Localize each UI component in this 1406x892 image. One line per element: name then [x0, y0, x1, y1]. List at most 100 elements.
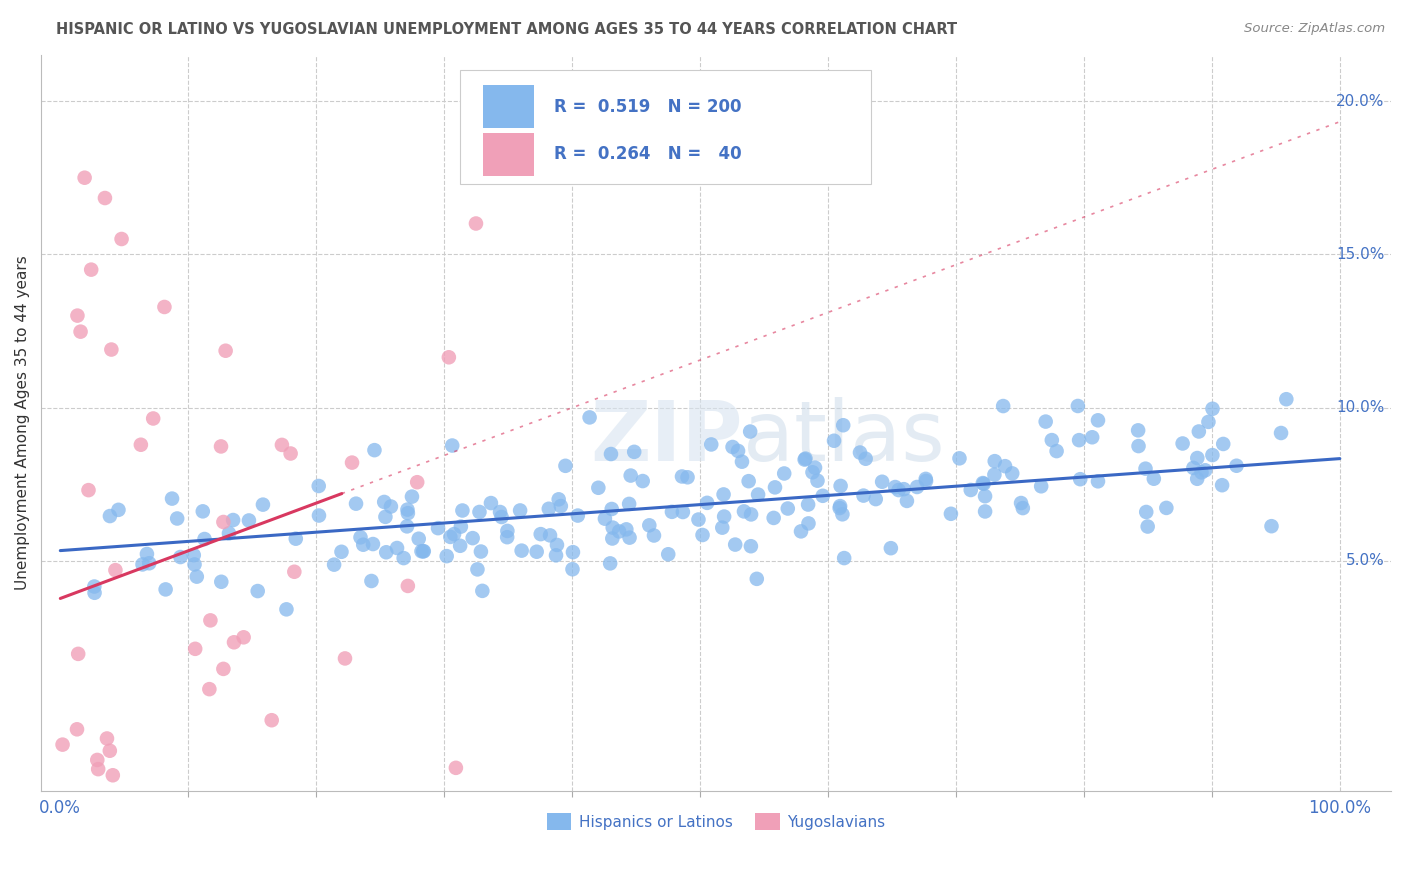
Point — [212, 515, 235, 529]
Point — [994, 459, 1017, 474]
Point — [1040, 433, 1063, 447]
Point — [396, 506, 419, 520]
Point — [344, 497, 367, 511]
Point — [77, 483, 100, 497]
Point — [773, 467, 796, 481]
Point — [396, 502, 419, 516]
Point — [688, 512, 710, 526]
Point — [412, 544, 434, 558]
Point — [905, 480, 928, 494]
Point — [914, 472, 936, 486]
Point — [1197, 415, 1219, 429]
Point — [437, 351, 460, 365]
Point — [209, 439, 232, 453]
Point — [246, 584, 269, 599]
Y-axis label: Unemployment Among Ages 35 to 44 years: Unemployment Among Ages 35 to 44 years — [15, 255, 30, 591]
Point — [51, 738, 73, 752]
Text: 10.0%: 10.0% — [1336, 400, 1385, 415]
Point — [828, 501, 851, 516]
Point — [222, 513, 245, 527]
Point — [983, 454, 1005, 468]
Point — [1185, 472, 1208, 486]
Point — [373, 495, 395, 509]
Point — [131, 558, 153, 572]
FancyBboxPatch shape — [482, 133, 534, 176]
Point — [87, 762, 110, 776]
Point — [510, 543, 533, 558]
Point — [98, 744, 121, 758]
Point — [1275, 392, 1298, 407]
Point — [973, 476, 995, 491]
Point — [776, 501, 799, 516]
Point — [101, 768, 124, 782]
Point — [155, 582, 177, 597]
Point — [340, 456, 363, 470]
Text: Source: ZipAtlas.com: Source: ZipAtlas.com — [1244, 22, 1385, 36]
Point — [363, 443, 385, 458]
Point — [793, 452, 815, 467]
Point — [1126, 423, 1149, 437]
Point — [69, 325, 91, 339]
Point — [721, 440, 744, 454]
Point — [599, 557, 621, 571]
Point — [1194, 463, 1216, 477]
Point — [801, 465, 824, 479]
Text: R =  0.264   N =   40: R = 0.264 N = 40 — [554, 145, 742, 163]
Point — [1087, 413, 1109, 427]
Point — [411, 544, 433, 558]
Point — [183, 548, 205, 562]
Point — [184, 641, 207, 656]
Point — [852, 489, 875, 503]
Point — [375, 545, 398, 559]
Point — [588, 481, 610, 495]
Point — [884, 480, 907, 494]
FancyBboxPatch shape — [482, 86, 534, 128]
Point — [467, 562, 489, 576]
Point — [439, 530, 461, 544]
Point — [762, 511, 785, 525]
Point — [218, 526, 240, 541]
Point — [385, 541, 408, 555]
Point — [449, 539, 471, 553]
Point — [893, 482, 915, 496]
Point — [280, 446, 302, 460]
Point — [830, 479, 852, 493]
Point — [222, 635, 245, 649]
Point — [100, 343, 122, 357]
Point — [198, 682, 221, 697]
Point — [711, 521, 734, 535]
Point — [1128, 439, 1150, 453]
Point — [1045, 444, 1067, 458]
Point — [94, 191, 117, 205]
Point — [526, 545, 548, 559]
Point — [1191, 466, 1213, 480]
Point — [600, 502, 623, 516]
Point — [1212, 437, 1234, 451]
Point — [1069, 472, 1091, 486]
Point — [991, 399, 1014, 413]
Point — [349, 530, 371, 544]
Point — [451, 503, 474, 517]
Point — [830, 499, 852, 513]
Point — [1087, 475, 1109, 489]
Point — [66, 309, 89, 323]
Point — [747, 487, 769, 501]
Point — [330, 545, 353, 559]
Point — [1260, 519, 1282, 533]
Point — [496, 524, 519, 538]
Point — [1156, 500, 1178, 515]
Point — [974, 489, 997, 503]
Point — [186, 569, 208, 583]
Point — [948, 451, 970, 466]
Point — [538, 528, 561, 542]
Point — [733, 504, 755, 518]
Point — [974, 504, 997, 518]
Point — [107, 503, 129, 517]
Point — [138, 556, 160, 570]
Point — [887, 483, 910, 497]
Point — [465, 217, 488, 231]
Point — [672, 505, 695, 519]
Text: 15.0%: 15.0% — [1336, 247, 1385, 262]
Point — [1187, 450, 1209, 465]
Point — [547, 492, 569, 507]
